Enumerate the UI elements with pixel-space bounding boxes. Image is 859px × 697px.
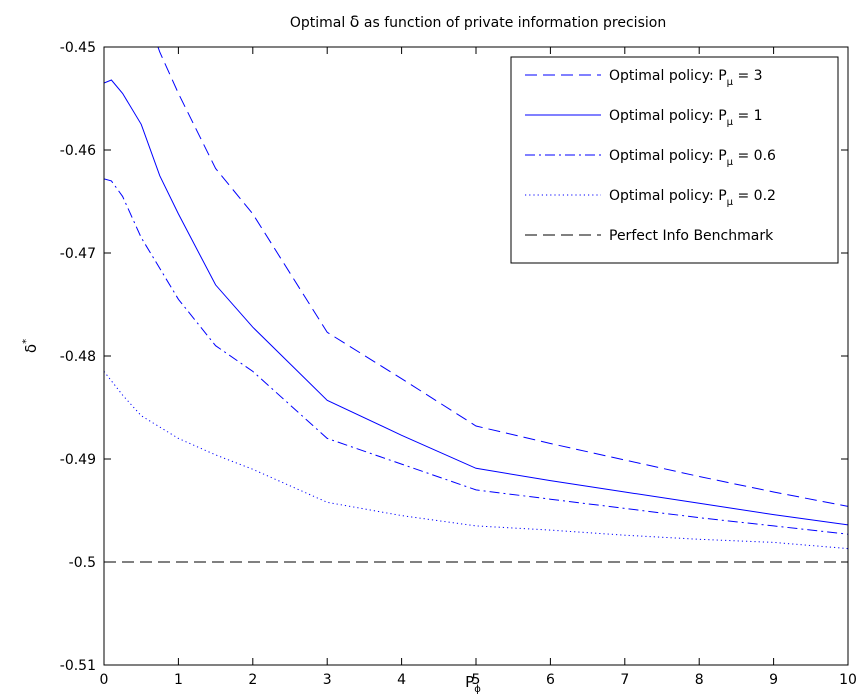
- y-tick-label: -0.46: [60, 143, 96, 159]
- x-tick-label: 5: [472, 672, 481, 688]
- y-axis: -0.45 -0.46 -0.47 -0.48 -0.49 -0.5 -0.51: [60, 40, 848, 674]
- chart-title: Optimal δ as function of private informa…: [290, 12, 666, 31]
- series-layer: [104, 47, 848, 563]
- legend-label-1: Optimal policy: Pμ = 1: [609, 108, 763, 128]
- legend-label-2: Optimal policy: Pμ = 0.6: [609, 148, 776, 168]
- legend-box: [510, 56, 839, 264]
- x-axis: 0 1 2 3 4 5 6 7 8 9 10: [100, 47, 857, 688]
- legend-label-3: Optimal policy: Pμ = 0.2: [609, 188, 776, 208]
- x-tick-label: 7: [620, 672, 629, 688]
- series-line-0: [157, 47, 848, 507]
- y-tick-label: -0.45: [60, 40, 96, 56]
- x-tick-label: 1: [174, 672, 183, 688]
- legend: Optimal policy: Pμ = 3 Optimal policy: Pμ…: [510, 56, 839, 264]
- y-tick-label: -0.49: [60, 452, 96, 468]
- y-axis-label: δ*: [21, 339, 40, 353]
- x-tick-label: 9: [769, 672, 778, 688]
- y-tick-label: -0.5: [69, 555, 96, 571]
- series-line-2: [104, 178, 848, 535]
- svg-text:δ*: δ*: [21, 339, 40, 353]
- x-tick-label: 8: [695, 672, 704, 688]
- x-axis-label: Pϕ: [465, 673, 481, 695]
- legend-label-0: Optimal policy: Pμ = 3: [609, 68, 763, 88]
- y-tick-label: -0.48: [60, 349, 96, 365]
- x-tick-label: 2: [248, 672, 257, 688]
- x-tick-label: 6: [546, 672, 555, 688]
- x-tick-label: 10: [839, 672, 857, 688]
- x-tick-label: 0: [100, 672, 109, 688]
- x-tick-label: 4: [397, 672, 406, 688]
- y-tick-label: -0.47: [60, 246, 96, 262]
- legend-label-4: Perfect Info Benchmark: [609, 228, 774, 244]
- x-tick-label: 3: [323, 672, 332, 688]
- series-line-1: [104, 79, 848, 526]
- y-tick-label: -0.51: [60, 658, 96, 674]
